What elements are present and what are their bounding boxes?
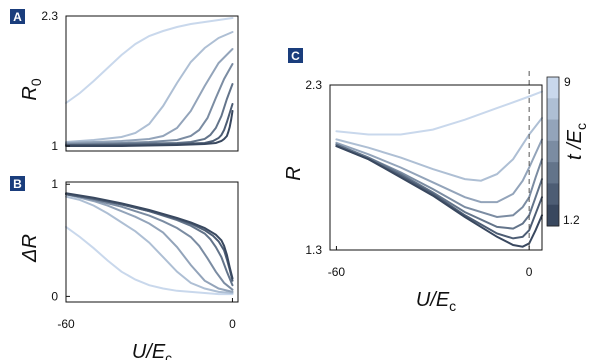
- colorbar-swatch: [547, 162, 559, 184]
- x-axis-label-subscript: c: [165, 350, 172, 360]
- plot-frame: [65, 15, 239, 152]
- plot-frame: [65, 181, 239, 303]
- y-tick-label: 1: [51, 177, 58, 191]
- x-axis-label: U/Ec: [132, 341, 172, 360]
- x-tick-label: 0: [526, 265, 533, 279]
- colorbar-label: t /Ec: [564, 123, 589, 160]
- colorbar-frame: [546, 76, 560, 227]
- panel-badge-label: C: [291, 49, 300, 63]
- panel-badge-c: [288, 48, 303, 63]
- panel-badge-label: A: [13, 10, 22, 24]
- series-line: [65, 193, 234, 287]
- x-tick-label: -60: [57, 317, 75, 331]
- panel-badge-label: B: [13, 177, 22, 191]
- colorbar-swatch: [547, 98, 559, 121]
- y-axis-label-subscript: 0: [28, 78, 44, 86]
- series-line: [65, 63, 234, 145]
- series-line: [65, 193, 234, 291]
- panel-badge-b: [10, 176, 25, 191]
- colorbar-label-main: t /E: [564, 129, 586, 160]
- y-axis-label-main: ΔR: [19, 234, 41, 263]
- y-axis-label-main: R: [283, 166, 305, 180]
- x-tick-label: -60: [328, 265, 346, 279]
- y-axis-label: R0: [19, 78, 44, 100]
- y-tick-label: 2.3: [305, 78, 322, 92]
- colorbar-swatch: [547, 204, 559, 227]
- y-axis-label: ΔR: [19, 234, 41, 263]
- colorbar: 9 1.2 t /Ec: [546, 75, 589, 227]
- colorbar-label-subscript: c: [573, 123, 589, 130]
- colorbar-swatch: [547, 183, 559, 206]
- series-line: [335, 143, 543, 219]
- x-axis-label-main: U/E: [132, 341, 166, 360]
- series-line: [335, 117, 543, 182]
- series-line: [65, 225, 234, 296]
- series-line: [65, 83, 234, 146]
- x-tick-label: 0: [229, 317, 236, 331]
- series-line: [65, 192, 234, 280]
- y-tick-label: 2.3: [41, 9, 58, 23]
- y-tick-label: 1: [51, 139, 58, 153]
- series-line: [335, 145, 543, 248]
- x-axis-label-subscript: c: [449, 298, 456, 314]
- series-line: [65, 17, 234, 104]
- colorbar-swatch: [547, 119, 559, 142]
- colorbar-min-label: 1.2: [563, 213, 580, 227]
- panel-b: B 1 0 -60 0 ΔR U/Ec: [10, 176, 239, 360]
- series-line: [65, 48, 234, 144]
- panel-a: A 2.3 1 R0: [10, 9, 239, 153]
- y-tick-label: 1.3: [305, 243, 322, 257]
- series-line: [65, 110, 234, 147]
- series-line: [335, 90, 543, 136]
- colorbar-max-label: 9: [564, 75, 571, 89]
- series-line: [65, 31, 234, 143]
- colorbar-swatch: [547, 77, 559, 99]
- x-axis-label: U/Ec: [416, 289, 456, 314]
- y-axis-label: R: [283, 166, 305, 180]
- series-line: [65, 195, 234, 294]
- y-tick-label: 0: [51, 289, 58, 303]
- plot-frame: [329, 84, 543, 251]
- panel-badge-a: [10, 9, 25, 24]
- x-axis-label-main: U/E: [416, 289, 450, 311]
- colorbar-swatch: [547, 140, 559, 163]
- series-line: [335, 138, 543, 204]
- series-line: [335, 143, 543, 230]
- y-axis-label-main: R: [19, 86, 41, 100]
- series-line: [65, 193, 234, 293]
